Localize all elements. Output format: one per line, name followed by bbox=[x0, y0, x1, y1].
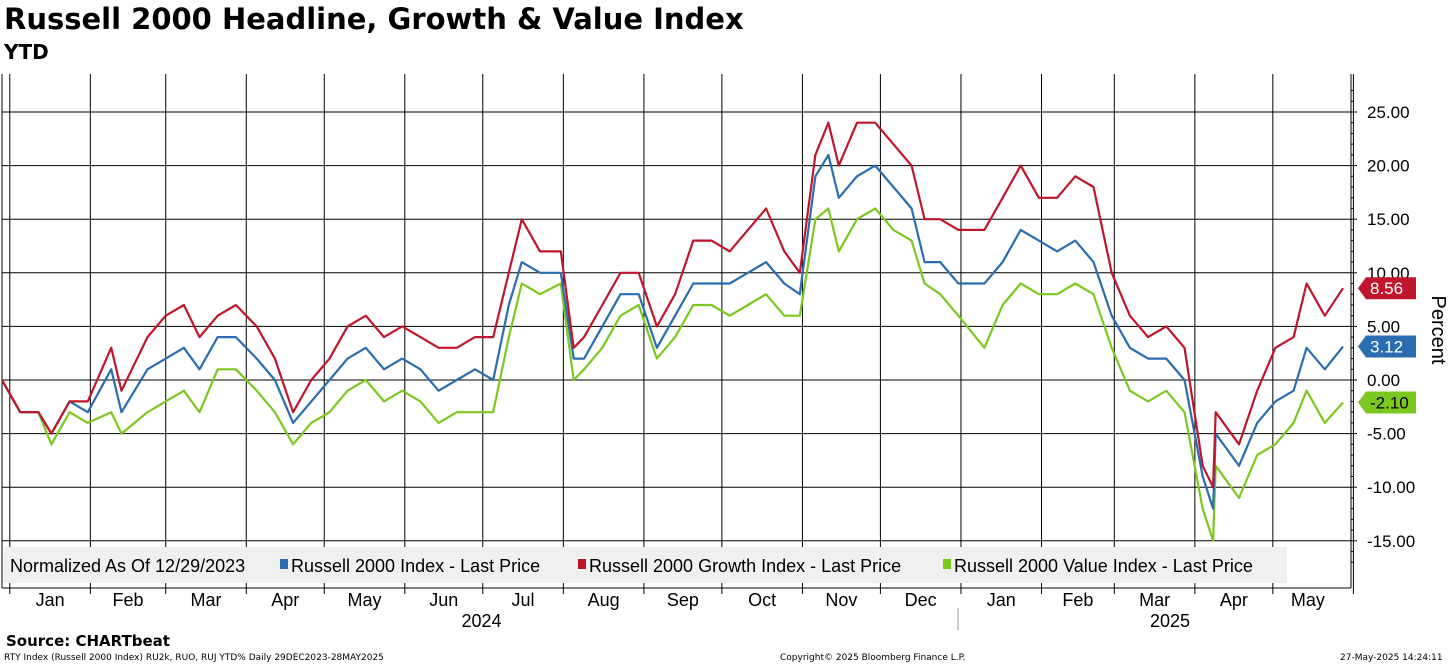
last-value-tag bbox=[1358, 277, 1416, 300]
source-label: Source: CHARTbeat bbox=[6, 632, 170, 650]
y-tick-label: -10.00 bbox=[1367, 478, 1415, 497]
month-label: Feb bbox=[1062, 590, 1093, 610]
year-label: 2025 bbox=[1150, 611, 1190, 631]
month-label: Apr bbox=[1220, 590, 1248, 610]
chart-subtitle: YTD bbox=[4, 40, 49, 64]
legend-swatch bbox=[578, 559, 586, 569]
y-tick-label: 25.00 bbox=[1367, 103, 1410, 122]
month-label: Jun bbox=[429, 590, 458, 610]
last-value-label: 8.56 bbox=[1370, 279, 1403, 298]
month-label: Apr bbox=[271, 590, 299, 610]
y-tick-label: 0.00 bbox=[1367, 371, 1400, 390]
last-value-label: -2.10 bbox=[1370, 394, 1409, 413]
legend-entry: Russell 2000 Growth Index - Last Price bbox=[589, 556, 901, 576]
series-description: RTY Index (Russell 2000 Index) RU2k, RUO… bbox=[4, 653, 384, 663]
month-label: Aug bbox=[588, 590, 620, 610]
timestamp: 27-May-2025 14:24:11 bbox=[1340, 653, 1443, 663]
month-label: Jul bbox=[512, 590, 535, 610]
legend-swatch bbox=[943, 559, 951, 569]
month-label: May bbox=[348, 590, 382, 610]
month-label: Jan bbox=[36, 590, 65, 610]
month-label: Oct bbox=[748, 590, 776, 610]
month-label: Sep bbox=[667, 590, 699, 610]
month-label: Mar bbox=[191, 590, 222, 610]
y-tick-label: -15.00 bbox=[1367, 532, 1415, 551]
series-line bbox=[1, 207, 1344, 542]
month-label: May bbox=[1291, 590, 1325, 610]
series-line bbox=[1, 153, 1344, 510]
legend-box bbox=[4, 547, 1287, 583]
legend-entry: Russell 2000 Index - Last Price bbox=[291, 556, 540, 576]
month-label: Jan bbox=[987, 590, 1016, 610]
y-tick-label: -5.00 bbox=[1367, 425, 1406, 444]
month-label: Dec bbox=[905, 590, 937, 610]
month-label: Feb bbox=[113, 590, 144, 610]
last-value-label: 3.12 bbox=[1370, 338, 1403, 357]
month-label: Nov bbox=[825, 590, 857, 610]
line-chart: 25.0020.0015.0010.005.000.00-5.00-10.00-… bbox=[1, 74, 1449, 631]
legend-swatch bbox=[280, 559, 288, 569]
y-tick-label: 15.00 bbox=[1367, 210, 1410, 229]
y-axis-title: Percent bbox=[1427, 296, 1449, 365]
last-value-tag bbox=[1358, 335, 1416, 358]
legend-prefix: Normalized As Of 12/29/2023 bbox=[10, 556, 245, 576]
month-label: Mar bbox=[1139, 590, 1170, 610]
copyright-notice: Copyright© 2025 Bloomberg Finance L.P. bbox=[780, 653, 966, 663]
y-tick-label: 5.00 bbox=[1367, 317, 1400, 336]
last-value-tag bbox=[1358, 391, 1416, 414]
series-line bbox=[1, 121, 1344, 489]
legend-entry: Russell 2000 Value Index - Last Price bbox=[954, 556, 1253, 576]
chart-title: Russell 2000 Headline, Growth & Value In… bbox=[4, 2, 744, 36]
year-label: 2024 bbox=[461, 611, 501, 631]
y-tick-label: 20.00 bbox=[1367, 157, 1410, 176]
